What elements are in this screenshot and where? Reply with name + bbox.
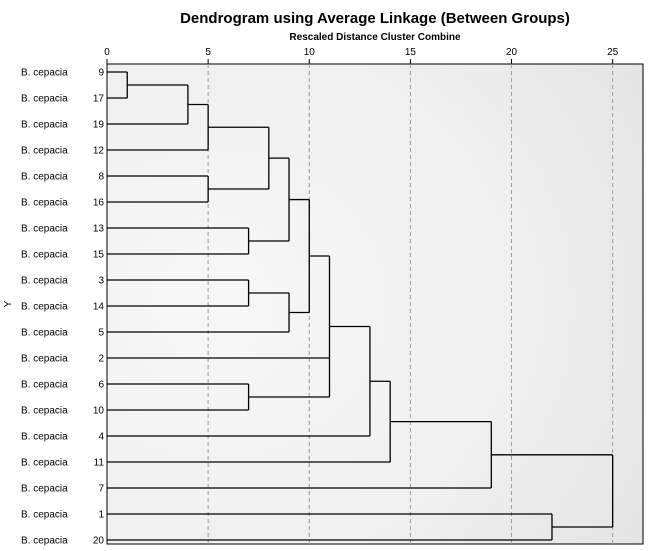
leaf-label: B. cepacia (21, 68, 68, 79)
x-tick-label: 25 (607, 47, 619, 58)
leaf-labels: B. cepacia 9B. cepacia 17B. cepacia 19B. ce… (21, 68, 104, 547)
leaf-label: B. cepacia (21, 276, 68, 287)
leaf-label: B. cepacia (21, 354, 68, 365)
leaf-label: B. cepacia (21, 146, 68, 157)
x-tick-label: 5 (205, 47, 211, 58)
leaf-id: 11 (94, 458, 105, 469)
leaf-id: 10 (93, 406, 105, 417)
leaf-label: B. cepacia (21, 224, 68, 235)
chart-subtitle: Rescaled Distance Cluster Combine (289, 32, 461, 43)
leaf-id: 14 (93, 302, 105, 313)
plot-area (106, 63, 644, 545)
leaf-label: B. cepacia (21, 406, 68, 417)
dendrogram-links (107, 71, 614, 541)
x-tick-label: 15 (405, 47, 417, 58)
leaf-id: 1 (98, 510, 104, 521)
x-tick-label: 10 (304, 47, 316, 58)
leaf-label: B. cepacia (21, 510, 68, 521)
leaf-id: 5 (98, 328, 104, 339)
leaf-label: B. cepacia (21, 432, 68, 443)
y-axis-label: Y (3, 300, 14, 307)
leaf-label: B. cepacia (21, 94, 68, 105)
x-tick-label: 20 (506, 47, 518, 58)
leaf-id: 4 (98, 432, 104, 443)
leaf-id: 12 (93, 146, 105, 157)
leaf-id: 3 (98, 276, 104, 287)
leaf-label: B. cepacia (21, 380, 68, 391)
leaf-label: B. cepacia (21, 172, 68, 183)
leaf-id: 17 (93, 94, 105, 105)
leaf-id: 19 (93, 120, 105, 131)
leaf-label: B. cepacia (21, 250, 68, 261)
leaf-id: 20 (93, 536, 105, 547)
leaf-id: 2 (98, 354, 104, 365)
leaf-id: 13 (93, 224, 105, 235)
leaf-label: B. cepacia (21, 536, 68, 547)
leaf-label: B. cepacia (21, 484, 68, 495)
leaf-label: B. cepacia (21, 120, 68, 131)
leaf-id: 15 (93, 250, 105, 261)
chart-title: Dendrogram using Average Linkage (Betwee… (180, 10, 570, 27)
leaf-id: 6 (98, 380, 104, 391)
leaf-label: B. cepacia (21, 302, 68, 313)
x-axis-ticks: 0 5 10 15 20 25 (104, 47, 619, 64)
leaf-label: B. cepacia (21, 328, 68, 339)
leaf-id: 7 (98, 484, 104, 495)
x-tick-label: 0 (104, 47, 110, 58)
leaf-id: 16 (93, 198, 105, 209)
leaf-id: 8 (98, 172, 104, 183)
leaf-label: B. cepacia (21, 198, 68, 209)
leaf-label: B. cepacia (21, 458, 68, 469)
leaf-id: 9 (98, 68, 104, 79)
